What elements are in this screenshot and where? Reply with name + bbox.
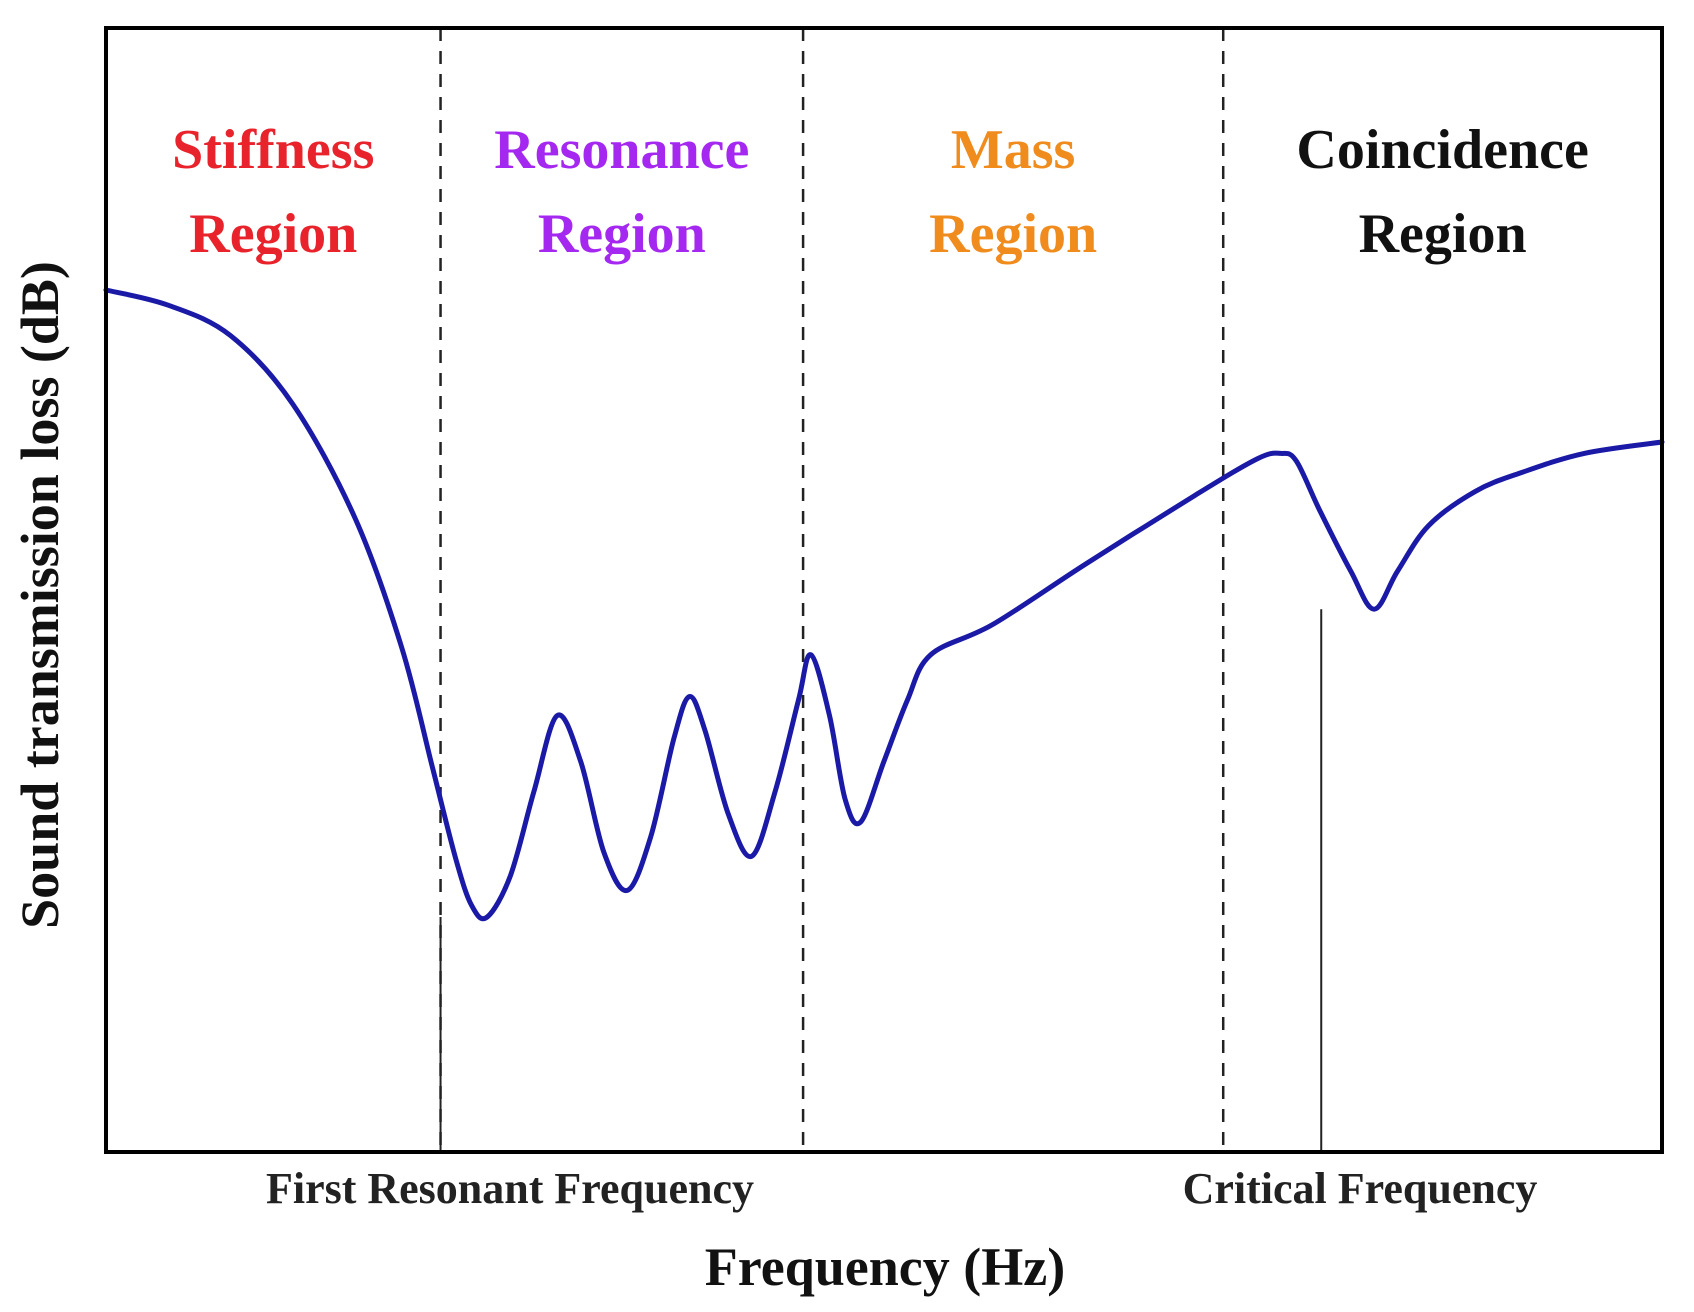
region-label-1-line2: Region	[189, 203, 357, 265]
region-labels: Stiffness Region Resonance Region Mass Region…	[172, 119, 1589, 265]
region-label-2-line1: Resonance	[494, 119, 749, 181]
region-label-3-line2: Region	[929, 203, 1097, 265]
annotation-label-1: First Resonant Frequency	[266, 1164, 754, 1213]
region-label-3-line1: Mass	[951, 119, 1075, 181]
y-axis-label: Sound transmission loss (dB)	[10, 261, 70, 929]
region-label-4-line2: Region	[1359, 203, 1527, 265]
plot-frame	[104, 26, 1664, 1154]
annotation-label-2: Critical Frequency	[1183, 1164, 1538, 1213]
x-axis-label: Frequency (Hz)	[705, 1237, 1065, 1297]
region-label-1-line1: Stiffness	[172, 119, 374, 181]
region-boundaries	[439, 28, 1225, 1152]
transmission-loss-curve	[103, 287, 1665, 922]
region-label-2-line2: Region	[538, 203, 706, 265]
frequency-markers	[439, 609, 1323, 1152]
region-label-4-line1: Coincidence	[1296, 119, 1588, 181]
x-annotations: First Resonant Frequency Critical Frequen…	[266, 1164, 1537, 1213]
